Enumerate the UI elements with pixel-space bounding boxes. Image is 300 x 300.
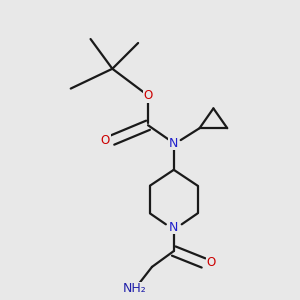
Text: NH₂: NH₂ [122,282,146,295]
Text: O: O [143,89,153,102]
Text: N: N [169,221,178,234]
Text: O: O [207,256,216,269]
Text: O: O [101,134,110,147]
Text: N: N [169,136,178,150]
